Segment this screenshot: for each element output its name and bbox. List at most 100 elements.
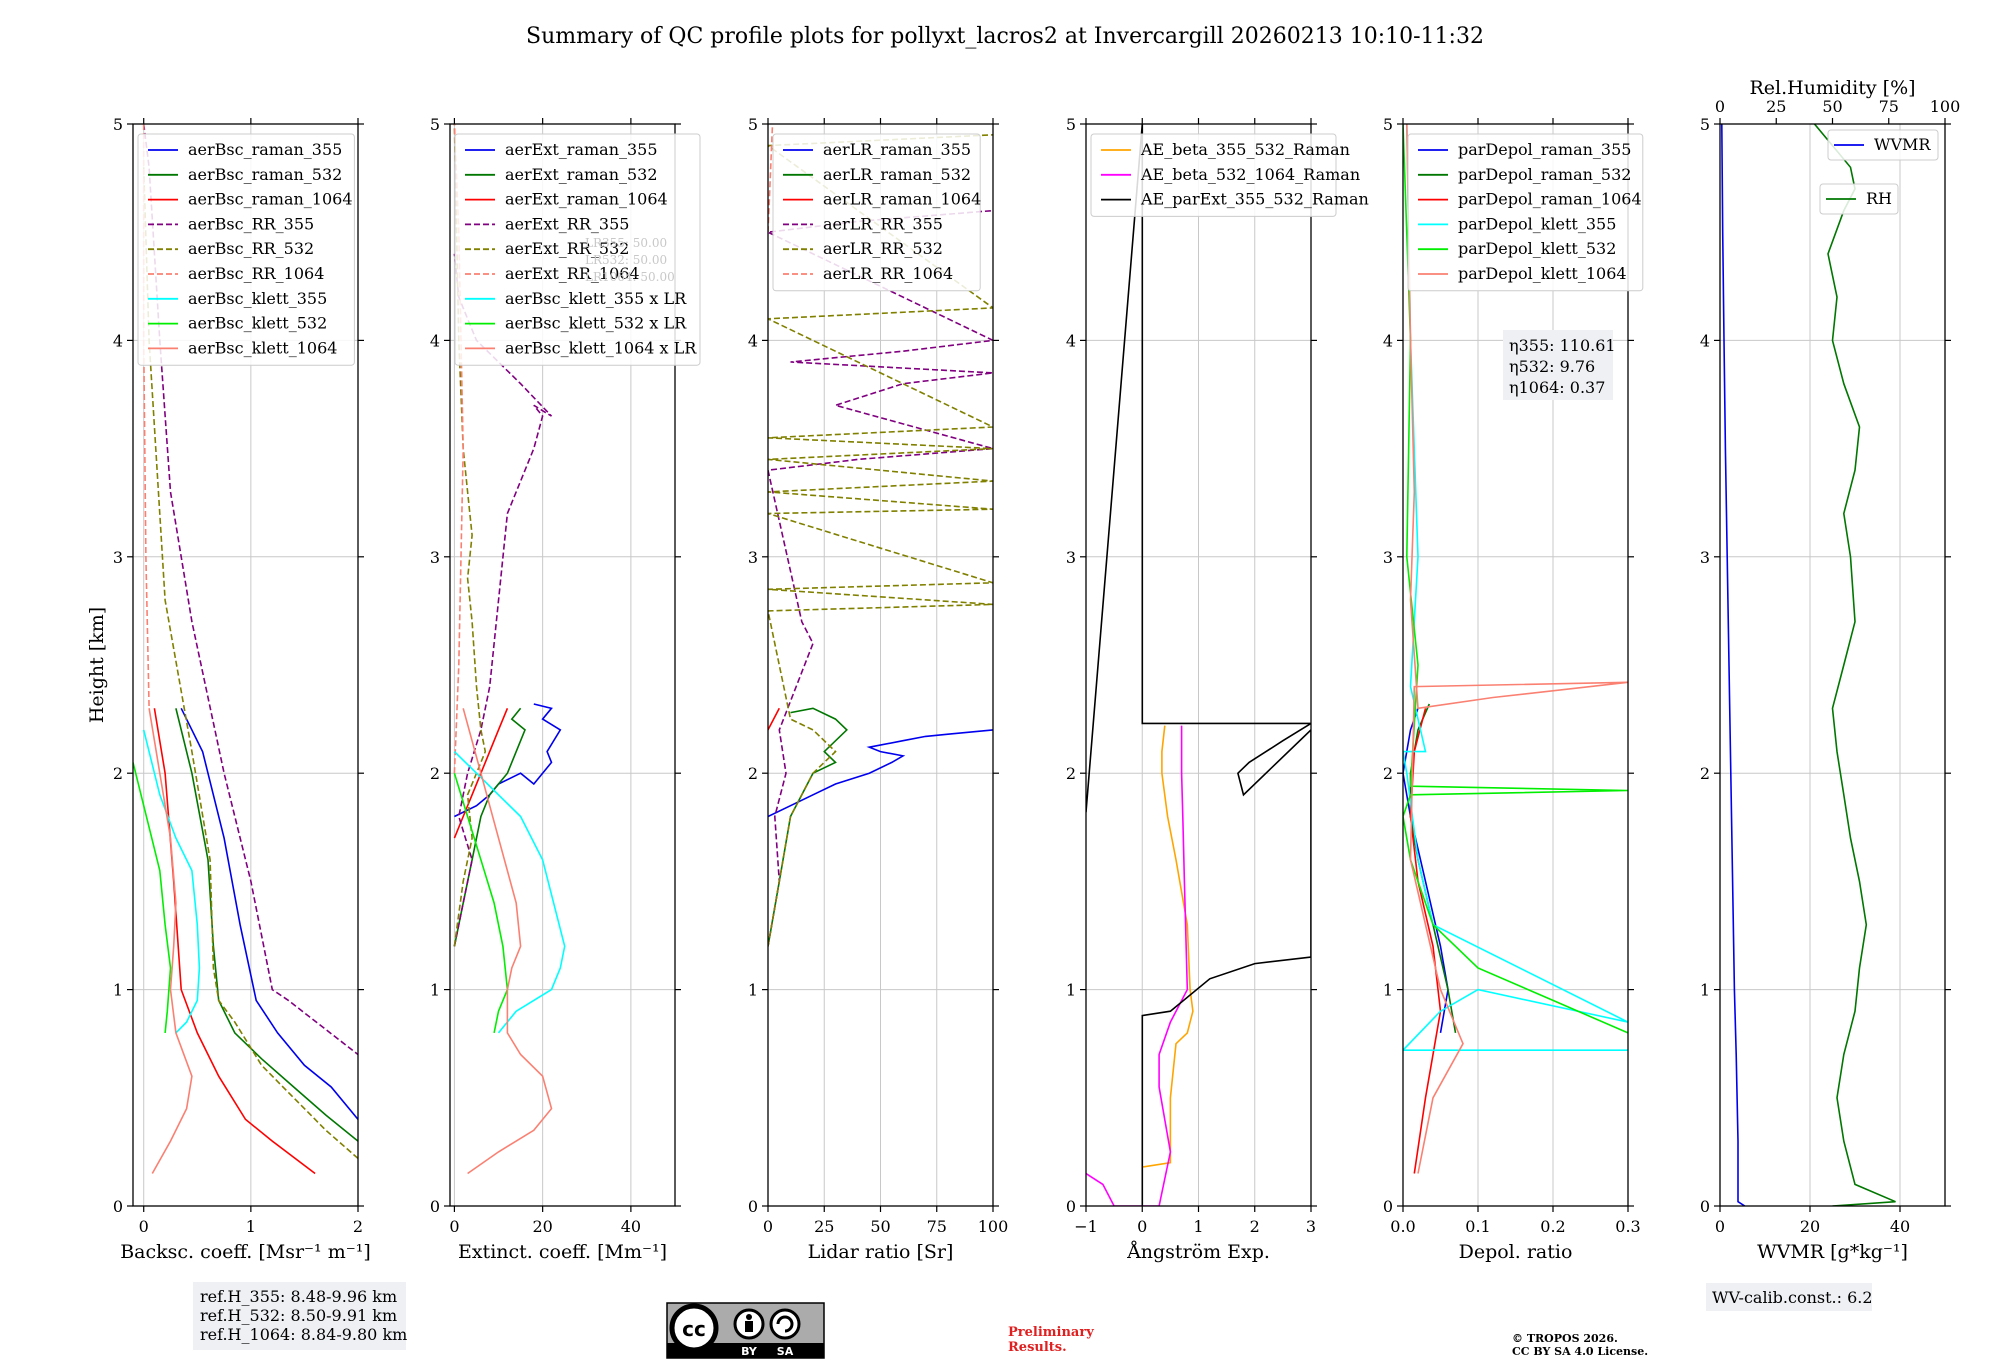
legend-label: parDepol_raman_355 — [1458, 140, 1631, 159]
series-line — [768, 707, 848, 947]
legend-label: parDepol_klett_355 — [1458, 214, 1616, 233]
legend-label: aerBsc_klett_1064 x LR — [505, 338, 697, 357]
preliminary-line-2: Results. — [1008, 1340, 1067, 1355]
axes-frame — [1402, 123, 1629, 1207]
legend-label: aerBsc_klett_1064 — [188, 338, 337, 357]
panel-lr: 0 25 50 75 100 0 1 2 3 4 5 Lidar ratio [Sr] aerLR_ra… — [748, 115, 1008, 1263]
x-tick-label: 20 — [532, 1217, 552, 1236]
legend-label: aerExt_RR_532 — [505, 239, 629, 258]
series-line — [453, 253, 553, 947]
y-tick-label: 5 — [1066, 115, 1076, 134]
x-tick-label: 0.3 — [1615, 1217, 1640, 1236]
y-tick-label: 5 — [1700, 115, 1710, 134]
y-tick-label: 2 — [430, 764, 440, 783]
x-tick-label: 2 — [353, 1217, 363, 1236]
y-tick-label: 3 — [1700, 548, 1710, 567]
legend-label: AE_beta_532_1064_Raman — [1140, 165, 1360, 184]
series-line — [1086, 725, 1189, 1206]
preliminary-results-note: Preliminary Results. — [1008, 1325, 1094, 1355]
x-tick-label: 40 — [621, 1217, 641, 1236]
y-tick-label: 0 — [1383, 1197, 1393, 1216]
legend-label: AE_parExt_355_532_Raman — [1140, 190, 1369, 209]
x2-tick-label: 75 — [1879, 97, 1899, 116]
series-group — [1403, 124, 1628, 1174]
x-tick-label: 1 — [246, 1217, 256, 1236]
eta-box — [1503, 330, 1613, 400]
legend-label: aerBsc_klett_532 — [188, 314, 327, 333]
wv-legend-label: WVMR — [1874, 135, 1931, 154]
y-tick-label: 4 — [430, 331, 440, 350]
x-tick-label: 100 — [978, 1217, 1009, 1236]
series-line — [148, 708, 193, 1174]
x-tick-label: 1 — [1193, 1217, 1203, 1236]
x-tick-label: 0 — [1137, 1217, 1147, 1236]
legend-label: aerLR_RR_532 — [823, 239, 943, 258]
y-tick-label: 5 — [430, 115, 440, 134]
wv-legend-frame — [1819, 183, 1899, 215]
x-tick-label: 0 — [449, 1217, 459, 1236]
legend-label: aerBsc_raman_1064 — [188, 190, 353, 209]
cc-license-badge: cc BY SA — [666, 1302, 825, 1359]
y-tick-label: 1 — [1383, 981, 1393, 1000]
panel-ext: 0 20 40 0 1 2 3 4 5 Extinct. coeff. [Mm⁻¹] aerExt_… — [430, 115, 701, 1263]
series-line — [768, 729, 993, 818]
reference-height-box: ref.H_355: 8.48-9.96 km ref.H_532: 8.50-… — [193, 1282, 407, 1350]
legend-label: aerExt_RR_1064 — [505, 264, 640, 283]
legend-label: aerLR_raman_1064 — [823, 190, 981, 209]
preliminary-line-1: Preliminary — [1008, 1325, 1094, 1340]
series-line — [1409, 703, 1457, 1034]
legend-label: aerBsc_RR_355 — [188, 214, 314, 233]
x-tick-label: 0.1 — [1465, 1217, 1490, 1236]
series-line — [1403, 124, 1628, 1051]
legend-label: aerExt_raman_532 — [505, 165, 658, 184]
x-tick-label: 40 — [1890, 1217, 1910, 1236]
x-tick-label: 0 — [1715, 1217, 1725, 1236]
series-line — [142, 729, 201, 1034]
panel-depol: 0.0 0.1 0.2 0.3 0 1 2 3 4 5 Depol. ratio parDepol_r… — [1383, 115, 1644, 1263]
x-axis-label: Ångström Exp. — [1126, 1241, 1270, 1263]
y-tick-label: 2 — [748, 764, 758, 783]
wv-legend-label: RH — [1866, 189, 1892, 208]
x2-tick-label: 50 — [1822, 97, 1842, 116]
x2-tick-label: 0 — [1715, 97, 1725, 116]
x-tick-label: 3 — [1306, 1217, 1316, 1236]
legend-label: parDepol_raman_1064 — [1458, 190, 1642, 209]
legend-label: aerLR_raman_355 — [823, 140, 971, 159]
series-line — [1086, 124, 1311, 1206]
series-line — [180, 707, 358, 1120]
legend-label: parDepol_klett_1064 — [1458, 264, 1627, 283]
x2-axis-label: Rel.Humidity [%] — [1749, 77, 1915, 99]
series-line — [1403, 124, 1628, 1034]
axes-frame — [1719, 123, 1946, 1207]
series-line — [175, 708, 358, 1142]
x-axis-label: Depol. ratio — [1459, 1241, 1573, 1263]
cc-icon — [669, 1303, 719, 1353]
y-tick-label: 5 — [113, 115, 123, 134]
x2-tick-label: 100 — [1930, 97, 1961, 116]
y-axis-label: Height [km] — [86, 607, 108, 723]
y-tick-label: 4 — [1700, 331, 1710, 350]
legend-label: aerLR_RR_355 — [823, 214, 943, 233]
legend-label: aerBsc_klett_532 x LR — [505, 314, 687, 333]
x2-tick-label: 25 — [1766, 97, 1786, 116]
axes-frame — [132, 123, 359, 1207]
y-tick-label: 5 — [748, 115, 758, 134]
series-line — [1403, 708, 1449, 1034]
x-axis-label: Extinct. coeff. [Mm⁻¹] — [458, 1241, 667, 1263]
eta-value: η355: 110.61 — [1509, 336, 1616, 355]
x-tick-label: −1 — [1074, 1217, 1098, 1236]
y-tick-label: 0 — [1700, 1197, 1710, 1216]
legend-label: aerBsc_RR_1064 — [188, 264, 324, 283]
y-tick-label: 4 — [1383, 331, 1393, 350]
y-tick-label: 3 — [1383, 548, 1393, 567]
eta-value: η1064: 0.37 — [1509, 378, 1605, 397]
legend-label: aerLR_RR_1064 — [823, 264, 953, 283]
y-tick-label: 1 — [1700, 981, 1710, 1000]
series-group — [768, 124, 993, 947]
series-line — [453, 707, 526, 947]
series-group — [1721, 124, 1896, 1206]
svg-text:SA: SA — [777, 1345, 794, 1358]
x-tick-label: 20 — [1800, 1217, 1820, 1236]
